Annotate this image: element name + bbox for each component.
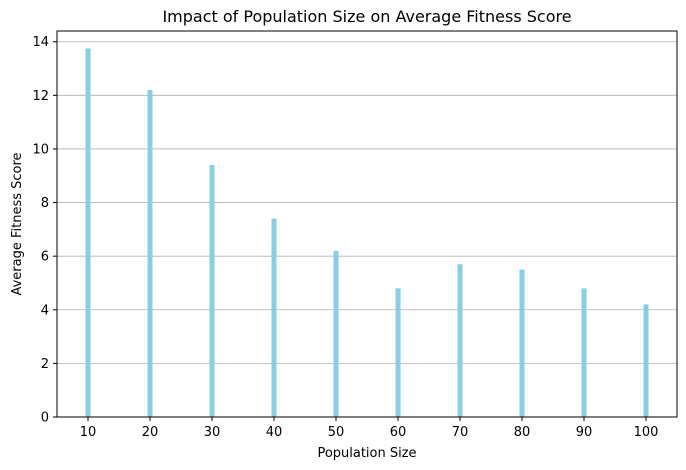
y-tick-label: 6 bbox=[41, 250, 49, 265]
x-axis-title: Population Size bbox=[317, 446, 416, 461]
y-tick-label: 0 bbox=[41, 411, 49, 426]
bar bbox=[643, 304, 649, 417]
y-axis-title: Average Fitness Score bbox=[10, 152, 25, 295]
y-axis-ticks: 0 2 4 6 8 10 12 14 bbox=[32, 35, 57, 426]
bar bbox=[333, 250, 339, 417]
x-tick-label: 50 bbox=[328, 425, 345, 440]
x-tick-label: 30 bbox=[204, 425, 221, 440]
bar bbox=[581, 288, 587, 417]
x-tick-label: 90 bbox=[576, 425, 593, 440]
y-tick-label: 12 bbox=[32, 89, 49, 104]
x-tick-label: 20 bbox=[142, 425, 159, 440]
x-axis-ticks: 10 20 30 40 50 60 70 80 90 100 bbox=[80, 417, 659, 440]
bar bbox=[209, 165, 215, 417]
bars bbox=[85, 48, 649, 417]
bar bbox=[85, 48, 91, 417]
y-tick-label: 10 bbox=[32, 142, 49, 157]
bar bbox=[395, 288, 401, 417]
bar bbox=[147, 89, 153, 417]
y-tick-label: 8 bbox=[41, 196, 49, 211]
bar bbox=[271, 218, 277, 417]
x-tick-label: 40 bbox=[266, 425, 283, 440]
x-tick-label: 70 bbox=[452, 425, 469, 440]
x-tick-label: 60 bbox=[390, 425, 407, 440]
x-tick-label: 80 bbox=[514, 425, 531, 440]
bar bbox=[457, 264, 463, 417]
x-tick-label: 100 bbox=[634, 425, 659, 440]
y-tick-label: 2 bbox=[41, 357, 49, 372]
chart-title: Impact of Population Size on Average Fit… bbox=[162, 7, 571, 26]
x-tick-label: 10 bbox=[80, 425, 97, 440]
y-tick-label: 14 bbox=[32, 35, 49, 50]
y-tick-label: 4 bbox=[41, 303, 49, 318]
plot-frame bbox=[56, 30, 678, 418]
bar bbox=[519, 269, 525, 417]
